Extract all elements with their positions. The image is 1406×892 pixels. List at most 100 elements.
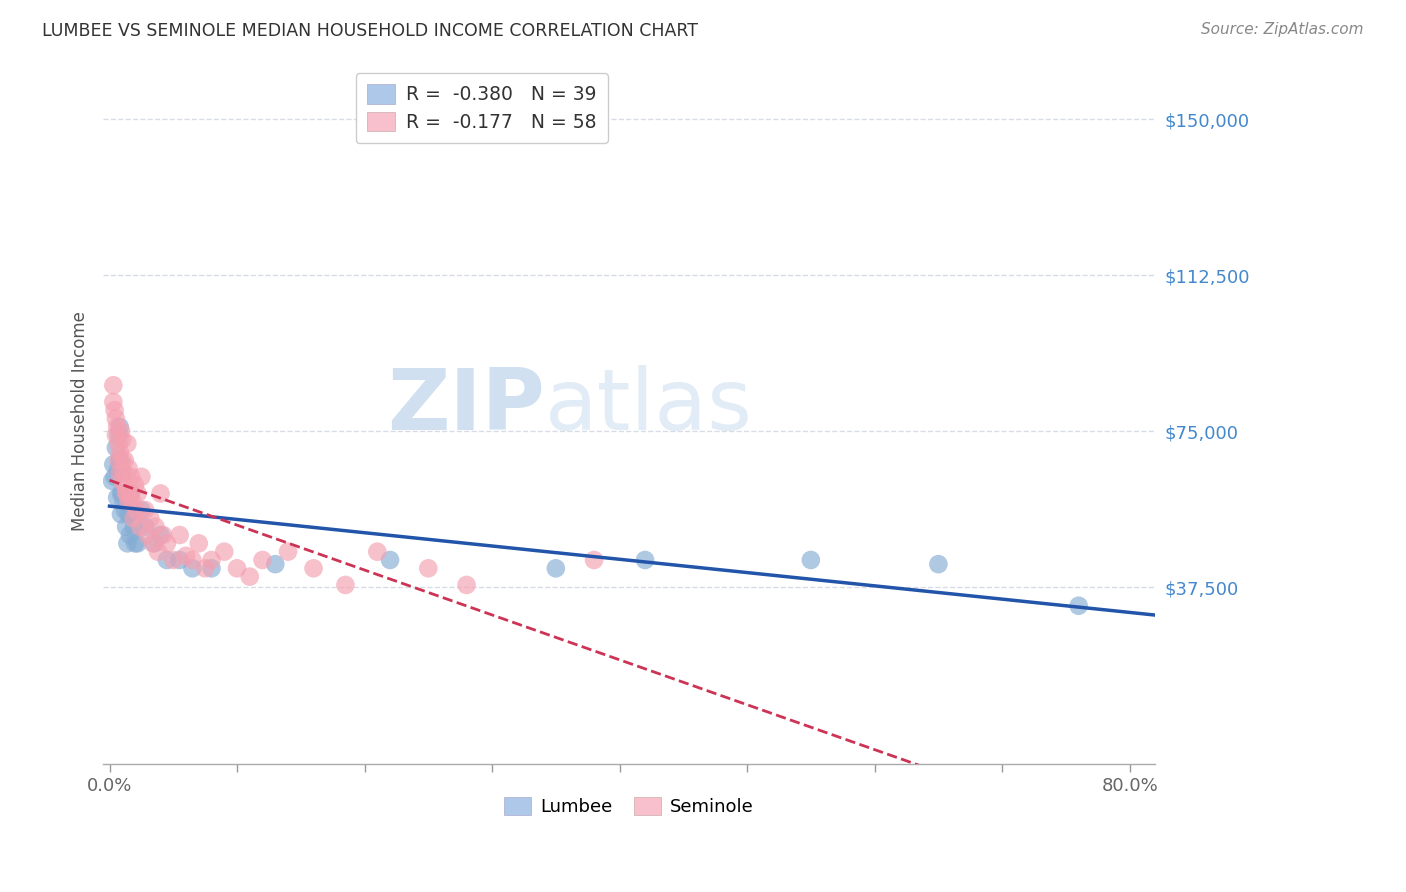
Point: [117, 461, 139, 475]
Point: [149, 486, 172, 500]
Point: [139, 511, 162, 525]
Point: [111, 466, 134, 480]
Point: [239, 569, 262, 583]
Point: [104, 428, 127, 442]
Point: [200, 553, 222, 567]
Text: LUMBEE VS SEMINOLE MEDIAN HOUSEHOLD INCOME CORRELATION CHART: LUMBEE VS SEMINOLE MEDIAN HOUSEHOLD INCO…: [42, 22, 699, 40]
Point: [169, 528, 191, 542]
Point: [107, 453, 129, 467]
Point: [366, 544, 388, 558]
Point: [112, 494, 135, 508]
Point: [194, 561, 217, 575]
Point: [187, 536, 209, 550]
Point: [152, 528, 174, 542]
Point: [169, 553, 191, 567]
Point: [127, 486, 149, 500]
Point: [146, 544, 169, 558]
Point: [156, 553, 179, 567]
Y-axis label: Median Household Income: Median Household Income: [72, 310, 89, 531]
Point: [149, 528, 172, 542]
Point: [302, 561, 325, 575]
Point: [214, 544, 236, 558]
Point: [105, 420, 128, 434]
Point: [121, 494, 143, 508]
Point: [117, 494, 139, 508]
Point: [111, 453, 134, 467]
Point: [107, 436, 129, 450]
Point: [124, 536, 146, 550]
Point: [120, 486, 142, 500]
Point: [122, 511, 145, 525]
Point: [108, 420, 131, 434]
Point: [110, 486, 132, 500]
Point: [181, 553, 204, 567]
Point: [129, 519, 152, 533]
Point: [105, 491, 128, 505]
Point: [136, 528, 159, 542]
Point: [117, 507, 139, 521]
Point: [104, 441, 127, 455]
Legend: Lumbee, Seminole: Lumbee, Seminole: [496, 789, 761, 823]
Point: [143, 536, 166, 550]
Point: [583, 553, 606, 567]
Point: [378, 553, 401, 567]
Point: [156, 536, 179, 550]
Point: [124, 478, 146, 492]
Point: [121, 503, 143, 517]
Point: [335, 578, 357, 592]
Text: atlas: atlas: [546, 366, 754, 449]
Point: [111, 433, 134, 447]
Point: [456, 578, 478, 592]
Point: [1067, 599, 1090, 613]
Point: [103, 378, 125, 392]
Point: [145, 519, 167, 533]
Point: [418, 561, 440, 575]
Point: [134, 503, 156, 517]
Point: [112, 466, 135, 480]
Point: [114, 453, 136, 467]
Point: [118, 486, 141, 500]
Point: [104, 403, 127, 417]
Text: Source: ZipAtlas.com: Source: ZipAtlas.com: [1201, 22, 1364, 37]
Point: [200, 561, 222, 575]
Point: [107, 428, 129, 442]
Point: [226, 561, 249, 575]
Point: [634, 553, 657, 567]
Point: [108, 453, 131, 467]
Point: [110, 507, 132, 521]
Point: [111, 486, 134, 500]
Point: [927, 557, 949, 571]
Point: [181, 561, 204, 575]
Point: [114, 503, 136, 517]
Point: [103, 458, 125, 472]
Point: [134, 519, 156, 533]
Point: [120, 470, 142, 484]
Point: [111, 474, 134, 488]
Point: [117, 436, 139, 450]
Point: [131, 470, 153, 484]
Point: [115, 486, 138, 500]
Point: [101, 474, 124, 488]
Point: [544, 561, 567, 575]
Point: [108, 466, 131, 480]
Point: [252, 553, 274, 567]
Point: [117, 486, 139, 500]
Point: [103, 395, 125, 409]
Point: [104, 411, 127, 425]
Point: [118, 528, 141, 542]
Point: [115, 519, 138, 533]
Point: [108, 445, 131, 459]
Point: [131, 503, 153, 517]
Point: [107, 461, 129, 475]
Text: ZIP: ZIP: [387, 366, 546, 449]
Point: [122, 519, 145, 533]
Point: [142, 536, 165, 550]
Point: [114, 478, 136, 492]
Point: [117, 536, 139, 550]
Point: [277, 544, 299, 558]
Point: [174, 549, 197, 563]
Point: [127, 536, 149, 550]
Point: [264, 557, 287, 571]
Point: [110, 424, 132, 438]
Point: [104, 470, 127, 484]
